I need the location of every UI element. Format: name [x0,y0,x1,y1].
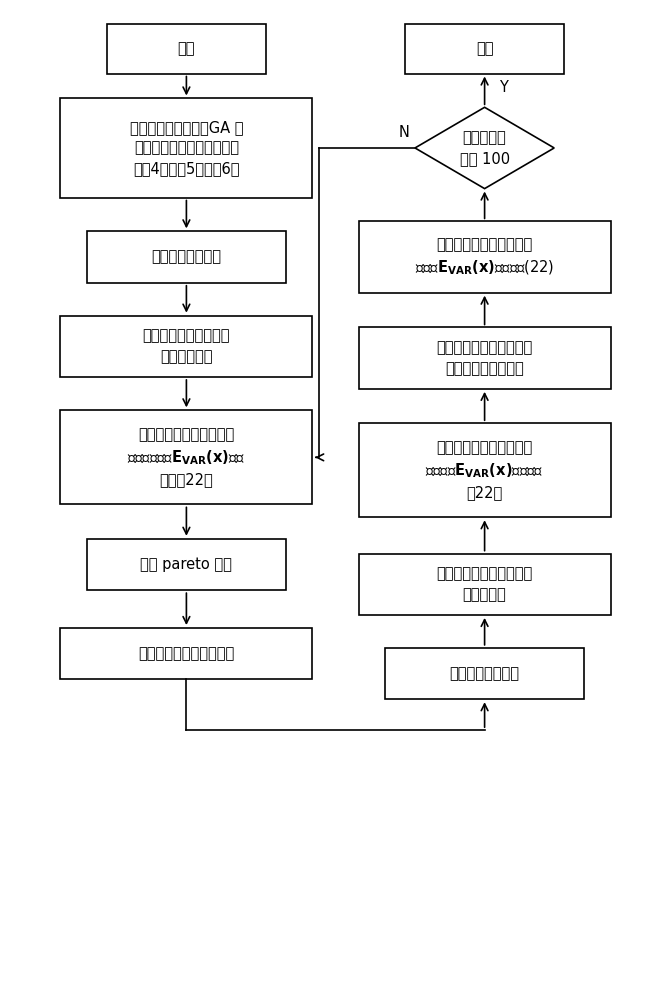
Text: 满足终止代
数为 100: 满足终止代 数为 100 [460,130,510,166]
Text: 输入网络原始数据，GA 参
数设置，变量的范围；公式
如（4）、（5）、（6）: 输入网络原始数据，GA 参 数设置，变量的范围；公式 如（4）、（5）、（6） [130,120,243,176]
FancyBboxPatch shape [60,98,312,198]
FancyBboxPatch shape [60,316,312,377]
FancyBboxPatch shape [359,554,611,615]
FancyBboxPatch shape [359,423,611,517]
Text: 随机生成初始种群: 随机生成初始种群 [152,250,221,265]
FancyBboxPatch shape [87,539,286,590]
Text: 选择、交叉、变异: 选择、交叉、变异 [450,666,519,681]
Text: Y: Y [499,80,508,95]
FancyBboxPatch shape [359,327,611,389]
FancyBboxPatch shape [60,628,312,679]
Text: 计算新生成种群各个体的
适应值$\mathbf{E_{VAR}(x)}$；如公式(22): 计算新生成种群各个体的 适应值$\mathbf{E_{VAR}(x)}$；如公式… [415,237,554,277]
FancyBboxPatch shape [107,24,266,74]
Text: 根据生成种群中的个体
修改网络参数: 根据生成种群中的个体 修改网络参数 [143,329,230,364]
Text: 更新 pareto 解集: 更新 pareto 解集 [140,557,232,572]
Text: 对种群内的个体进行适应
度评估计算出$\mathbf{E_{VAR}(x)}$；如
公式（22）: 对种群内的个体进行适应 度评估计算出$\mathbf{E_{VAR}(x)}$；… [127,427,246,488]
FancyBboxPatch shape [359,221,611,293]
Text: 开始: 开始 [178,41,195,56]
Polygon shape [415,107,554,189]
Text: 根据新生成的子代个体修
改网络参数: 根据新生成的子代个体修 改网络参数 [436,567,533,602]
FancyBboxPatch shape [385,648,584,699]
Text: 结束: 结束 [476,41,493,56]
Text: N: N [399,125,410,140]
FancyBboxPatch shape [87,231,286,283]
Text: 对新生子代进行适应度评
估计算出$\mathbf{E_{VAR}(x)}$；如公式
（22）: 对新生子代进行适应度评 估计算出$\mathbf{E_{VAR}(x)}$；如公… [425,440,544,500]
FancyBboxPatch shape [405,24,564,74]
Text: 选出父代中适应度最优集: 选出父代中适应度最优集 [138,646,235,661]
FancyBboxPatch shape [60,410,312,504]
Text: 将父代适应度最优集代替
子代的适应度最差集: 将父代适应度最优集代替 子代的适应度最差集 [436,340,533,376]
